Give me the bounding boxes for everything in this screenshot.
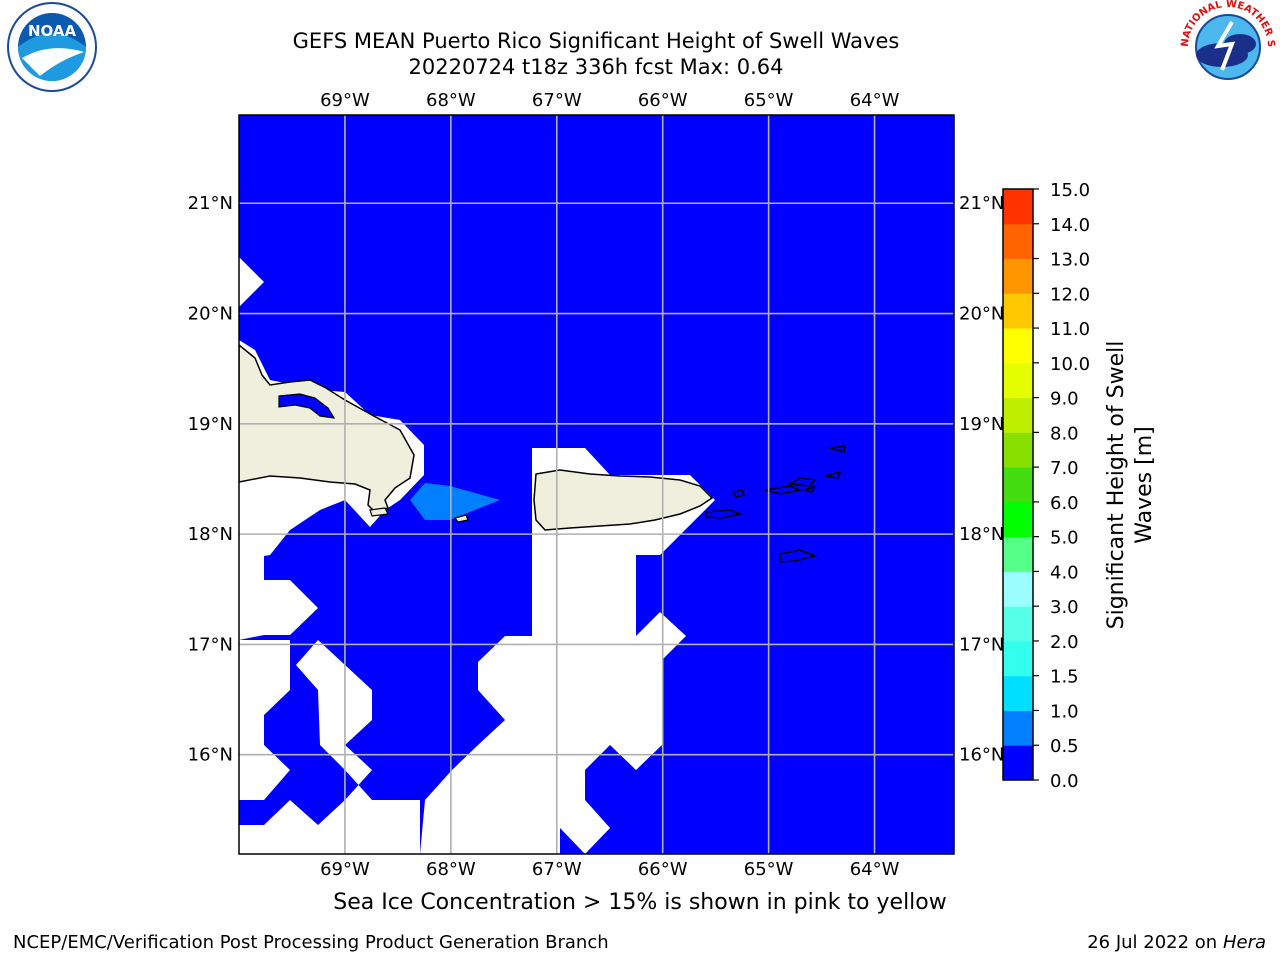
colorbar-label-line2: Waves [m] [1132,426,1157,543]
colorbar-tick-label: 7.0 [1050,458,1079,479]
lon-label-bottom: 65°W [744,859,794,880]
saona-island [369,507,389,517]
noaa-logo-text: NOAA [28,22,77,40]
colorbar-segment [1003,397,1033,433]
lon-label-top: 67°W [532,90,582,111]
colorbar-segment [1003,640,1033,677]
colorbar-segment [1003,432,1033,468]
lon-label-bottom: 66°W [638,859,688,880]
virgin-islands [705,445,846,563]
lon-label-bottom: 64°W [850,859,900,880]
colorbar-segment [1003,467,1033,503]
lat-label-left: 19°N [188,414,233,435]
colorbar [1002,188,1034,781]
colorbar-segment [1003,536,1033,572]
colorbar-ticks: 15.0 14.0 13.0 12.0 11.0 10.0 9.0 8.0 7.0 6.0 5.0 4… [1033,180,1090,792]
lat-label-right: 21°N [959,193,1004,214]
map-frame [238,114,955,855]
colorbar-segment [1003,745,1033,781]
lon-label-bottom: 67°W [532,859,582,880]
lat-label-right: 19°N [959,414,1004,435]
lat-label-left: 18°N [188,524,233,545]
colorbar-tick-label: 0.0 [1050,771,1079,792]
lat-label-left: 17°N [188,634,233,655]
nws-ring-text: NATIONAL WEATHER SERVICE [0,0,1276,48]
colorbar-tick-label: 3.0 [1050,597,1079,618]
lon-label-top: 66°W [638,90,688,111]
lon-label-bottom: 68°W [426,859,476,880]
lat-label-right: 17°N [959,634,1004,655]
hispaniola-land [239,344,415,513]
colorbar-frame [1002,188,1034,781]
colorbar-tick-label: 14.0 [1050,215,1090,236]
colorbar-tick-label: 1.0 [1050,701,1079,722]
mona-island [453,514,469,523]
colorbar-segment [1003,189,1033,225]
swell-patch-05 [410,483,500,520]
lat-label-left: 21°N [188,193,233,214]
lat-label-right: 18°N [959,524,1004,545]
colorbar-tick-label: 11.0 [1050,319,1090,340]
lon-label-bottom: 69°W [320,859,370,880]
lon-label-top: 64°W [850,90,900,111]
axis-labels: 69°W 69°W 68°W 68°W 67°W 67°W 66°W 66°W 65°W 65°W… [188,90,1005,880]
graticule [239,115,954,854]
sea-ice-caption: Sea Ice Concentration > 15% is shown in … [333,890,947,915]
lon-label-top: 68°W [426,90,476,111]
puerto-rico-land [533,469,714,531]
colorbar-tick-label: 2.0 [1050,632,1079,653]
colorbar-tick-label: 4.0 [1050,562,1079,583]
colorbar-segment [1003,223,1033,260]
lat-label-right: 20°N [959,304,1004,325]
lon-label-top: 65°W [744,90,794,111]
lat-label-left: 16°N [188,745,233,766]
chart-subtitle: 20220724 t18z 336h fcst Max: 0.64 [408,55,784,79]
footer-branch: NCEP/EMC/Verification Post Processing Pr… [13,932,609,953]
colorbar-segment [1003,675,1033,711]
colorbar-segment [1003,606,1033,642]
colorbar-segment [1003,501,1033,538]
nws-logo: NATIONAL WEATHER SERVICE [0,0,1276,92]
colorbar-segment [1003,293,1033,329]
hispaniola-bay [278,393,336,419]
footer-host: Hera [1222,932,1266,953]
colorbar-tick-label: 9.0 [1050,389,1079,410]
lat-label-left: 20°N [188,304,233,325]
colorbar-segment [1003,258,1033,294]
footer-date: 26 Jul 2022 on Hera [1087,932,1266,953]
map-plot-area [239,115,954,854]
colorbar-tick-label: 6.0 [1050,493,1079,514]
colorbar-tick-label: 15.0 [1050,180,1090,201]
colorbar-tick-label: 8.0 [1050,423,1079,444]
noaa-logo: NOAA [7,2,97,92]
colorbar-label-line1: Significant Height of Swell [1104,341,1129,630]
colorbar-segment [1003,362,1033,399]
colorbar-tick-label: 1.5 [1050,667,1079,688]
colorbar-tick-label: 13.0 [1050,250,1090,271]
colorbar-tick-label: 10.0 [1050,354,1090,375]
lat-label-right: 16°N [959,745,1004,766]
colorbar-segment [1003,328,1033,364]
footer-date-text: 26 Jul 2022 on [1087,932,1223,953]
colorbar-tick-label: 0.5 [1050,736,1079,757]
colorbar-segment [1003,571,1033,607]
colorbar-tick-label: 5.0 [1050,528,1079,549]
lon-label-top: 69°W [320,90,370,111]
colorbar-segment [1003,710,1033,746]
colorbar-tick-label: 12.0 [1050,284,1090,305]
chart-title: GEFS MEAN Puerto Rico Significant Height… [292,29,900,53]
